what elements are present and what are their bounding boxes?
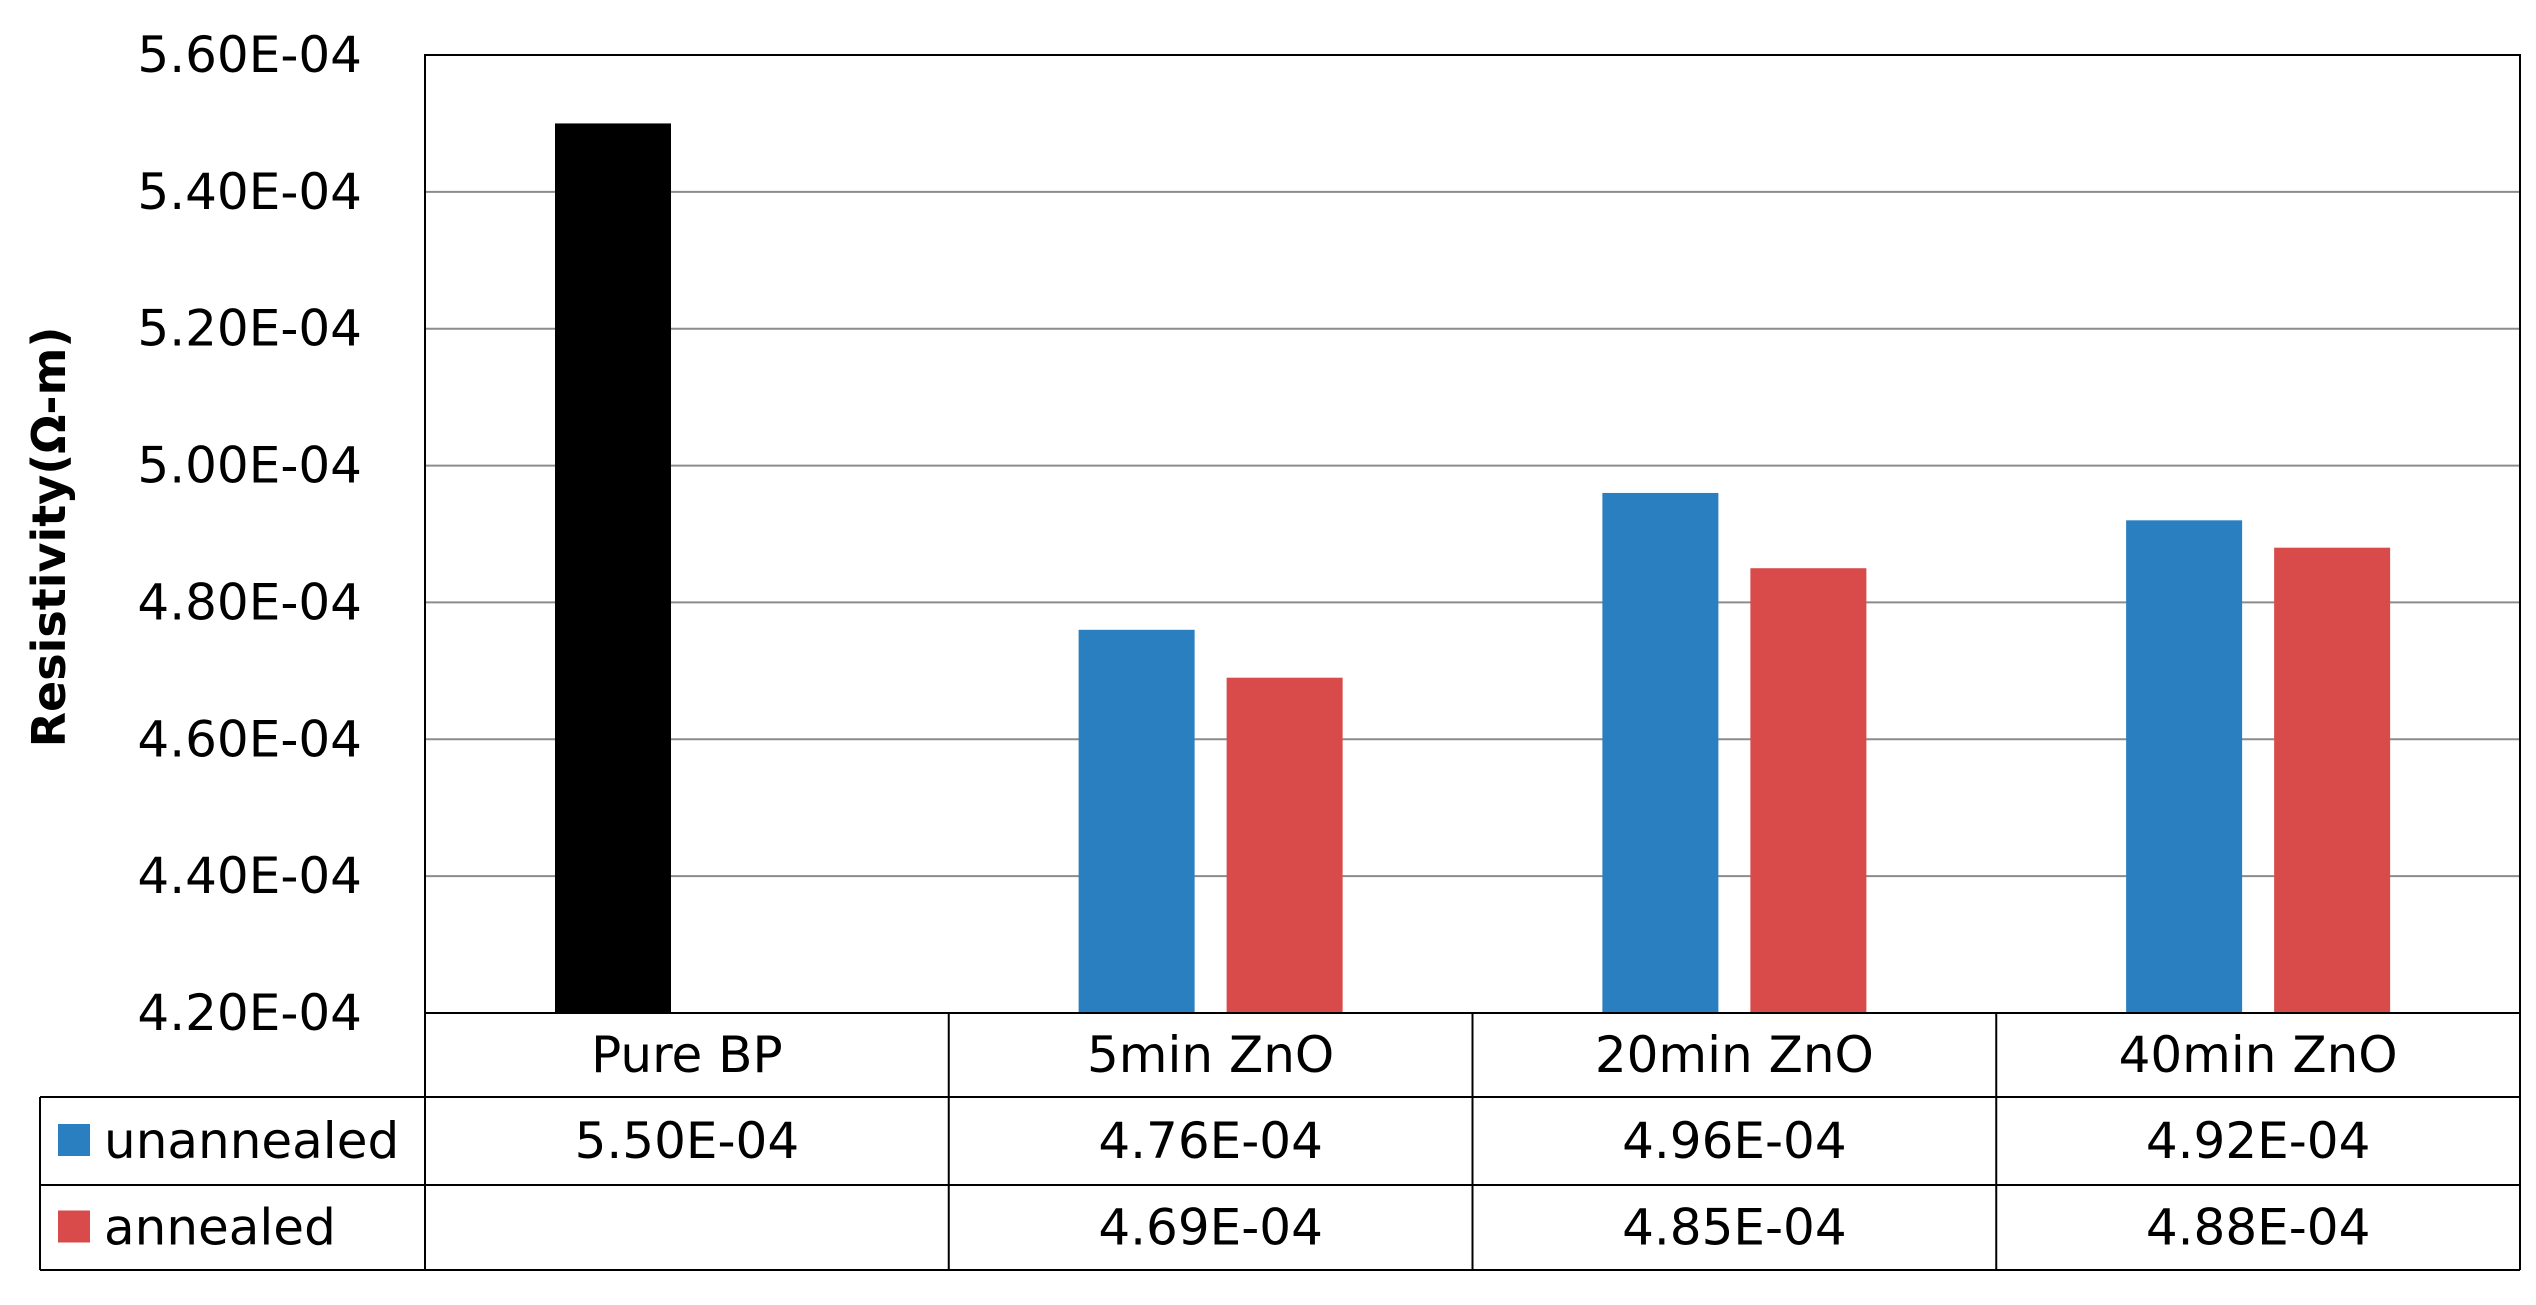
- bars: [555, 123, 2391, 1013]
- gridlines: [425, 54, 2520, 1014]
- legend-label-unannealed: unannealed: [104, 1112, 399, 1170]
- data-label: 4.96E-04: [1622, 1112, 1847, 1170]
- bar-annealed-2: [1750, 568, 1867, 1013]
- bar-unannealed-2: [1602, 492, 1719, 1013]
- bar-unannealed-3: [2126, 520, 2243, 1013]
- y-tick-label: 4.40E-04: [137, 847, 362, 905]
- y-tick-label: 5.00E-04: [137, 437, 362, 495]
- data-label: 4.92E-04: [2146, 1112, 2371, 1170]
- x-tick-label: 5min ZnO: [1087, 1026, 1334, 1084]
- data-label: 4.85E-04: [1622, 1199, 1847, 1257]
- y-axis: 4.20E-04 4.40E-04 4.60E-04 4.80E-04 5.00E-04…: [137, 26, 362, 1042]
- y-axis-label: Resistivity(Ω-m): [22, 327, 76, 748]
- bar-annealed-3: [2274, 547, 2391, 1013]
- y-tick-label: 4.80E-04: [137, 573, 362, 631]
- bar-unannealed-1: [1078, 629, 1195, 1013]
- data-label: 4.88E-04: [2146, 1199, 2371, 1257]
- data-label: 4.76E-04: [1098, 1112, 1323, 1170]
- y-tick-label: 5.40E-04: [137, 163, 362, 221]
- y-tick-label: 5.20E-04: [137, 300, 362, 358]
- legend-swatch-unannealed: [58, 1124, 90, 1156]
- legend-label-annealed: annealed: [104, 1199, 336, 1257]
- data-label: 5.50E-04: [575, 1112, 800, 1170]
- data-table: Pure BP 5min ZnO 20min ZnO 40min ZnO unannea…: [39, 1013, 2521, 1271]
- bar-annealed-1: [1226, 677, 1343, 1013]
- x-tick-label: 40min ZnO: [2119, 1026, 2398, 1084]
- data-label: 4.69E-04: [1098, 1199, 1323, 1257]
- bar-unannealed-0: [555, 123, 671, 1013]
- x-tick-label: 20min ZnO: [1595, 1026, 1874, 1084]
- y-tick-label: 5.60E-04: [137, 26, 362, 84]
- x-tick-label: Pure BP: [591, 1026, 783, 1084]
- y-tick-label: 4.20E-04: [137, 984, 362, 1042]
- y-tick-label: 4.60E-04: [137, 710, 362, 768]
- legend-swatch-annealed: [58, 1210, 90, 1243]
